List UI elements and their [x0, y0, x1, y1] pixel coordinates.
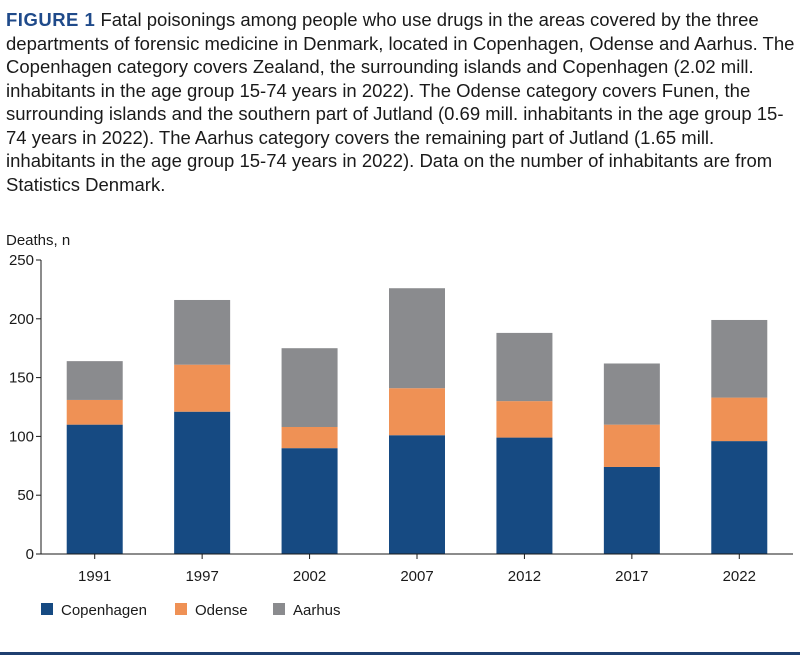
legend-label-copenhagen: Copenhagen [61, 602, 147, 619]
y-axis: 0 50 100 150 200 250 [9, 252, 42, 563]
bar-aarhus-2017 [603, 363, 660, 425]
bar-aarhus-2022 [711, 319, 768, 398]
y-tick-label: 200 [9, 311, 34, 328]
y-tick-label: 0 [26, 546, 34, 563]
x-tick-label: 1997 [185, 568, 218, 585]
x-tick-label: 1991 [78, 568, 111, 585]
y-tick-label: 150 [9, 370, 34, 387]
bar-aarhus-1991 [66, 361, 123, 400]
x-axis: 1991 1997 2002 2007 2012 2017 2022 [41, 553, 793, 585]
bar-copenhagen-1991 [66, 424, 123, 554]
bar-odense-1997 [174, 364, 231, 412]
legend-swatch-aarhus [273, 603, 285, 615]
bar-copenhagen-2002 [281, 448, 338, 554]
legend-label-odense: Odense [195, 602, 248, 619]
bar-copenhagen-2017 [603, 466, 660, 554]
caption-text: Fatal poisonings among people who use dr… [6, 9, 795, 195]
bar-aarhus-2002 [281, 348, 338, 427]
x-tick-label: 2007 [400, 568, 433, 585]
bar-aarhus-2012 [496, 332, 553, 402]
bar-odense-2007 [389, 388, 445, 436]
x-tick-label: 2022 [723, 568, 756, 585]
x-tick-label: 2017 [615, 568, 648, 585]
bars-group [66, 288, 768, 554]
y-tick-label: 100 [9, 428, 34, 445]
legend-label-aarhus: Aarhus [293, 602, 341, 619]
bar-copenhagen-1997 [174, 411, 231, 554]
x-tick-label: 2002 [293, 568, 326, 585]
bar-odense-2022 [711, 397, 768, 442]
legend-swatch-copenhagen [41, 603, 53, 615]
bar-odense-2012 [496, 401, 553, 438]
bar-copenhagen-2007 [389, 435, 445, 554]
bar-aarhus-1997 [174, 299, 231, 365]
bar-odense-2002 [281, 426, 338, 449]
y-tick-label: 50 [17, 487, 34, 504]
legend: Copenhagen Odense Aarhus [41, 602, 341, 619]
x-tick-label: 2012 [508, 568, 541, 585]
figure-caption: FIGURE 1 Fatal poisonings among people w… [6, 8, 796, 196]
bar-odense-1991 [66, 399, 123, 425]
bar-aarhus-2007 [389, 288, 445, 389]
y-axis-label: Deaths, n [6, 232, 70, 249]
bar-copenhagen-2022 [711, 441, 768, 554]
bar-copenhagen-2012 [496, 437, 553, 554]
bar-odense-2017 [603, 424, 660, 467]
bottom-rule [0, 652, 800, 655]
y-tick-label: 250 [9, 252, 34, 269]
legend-swatch-odense [175, 603, 187, 615]
figure-label: FIGURE 1 [6, 9, 96, 30]
